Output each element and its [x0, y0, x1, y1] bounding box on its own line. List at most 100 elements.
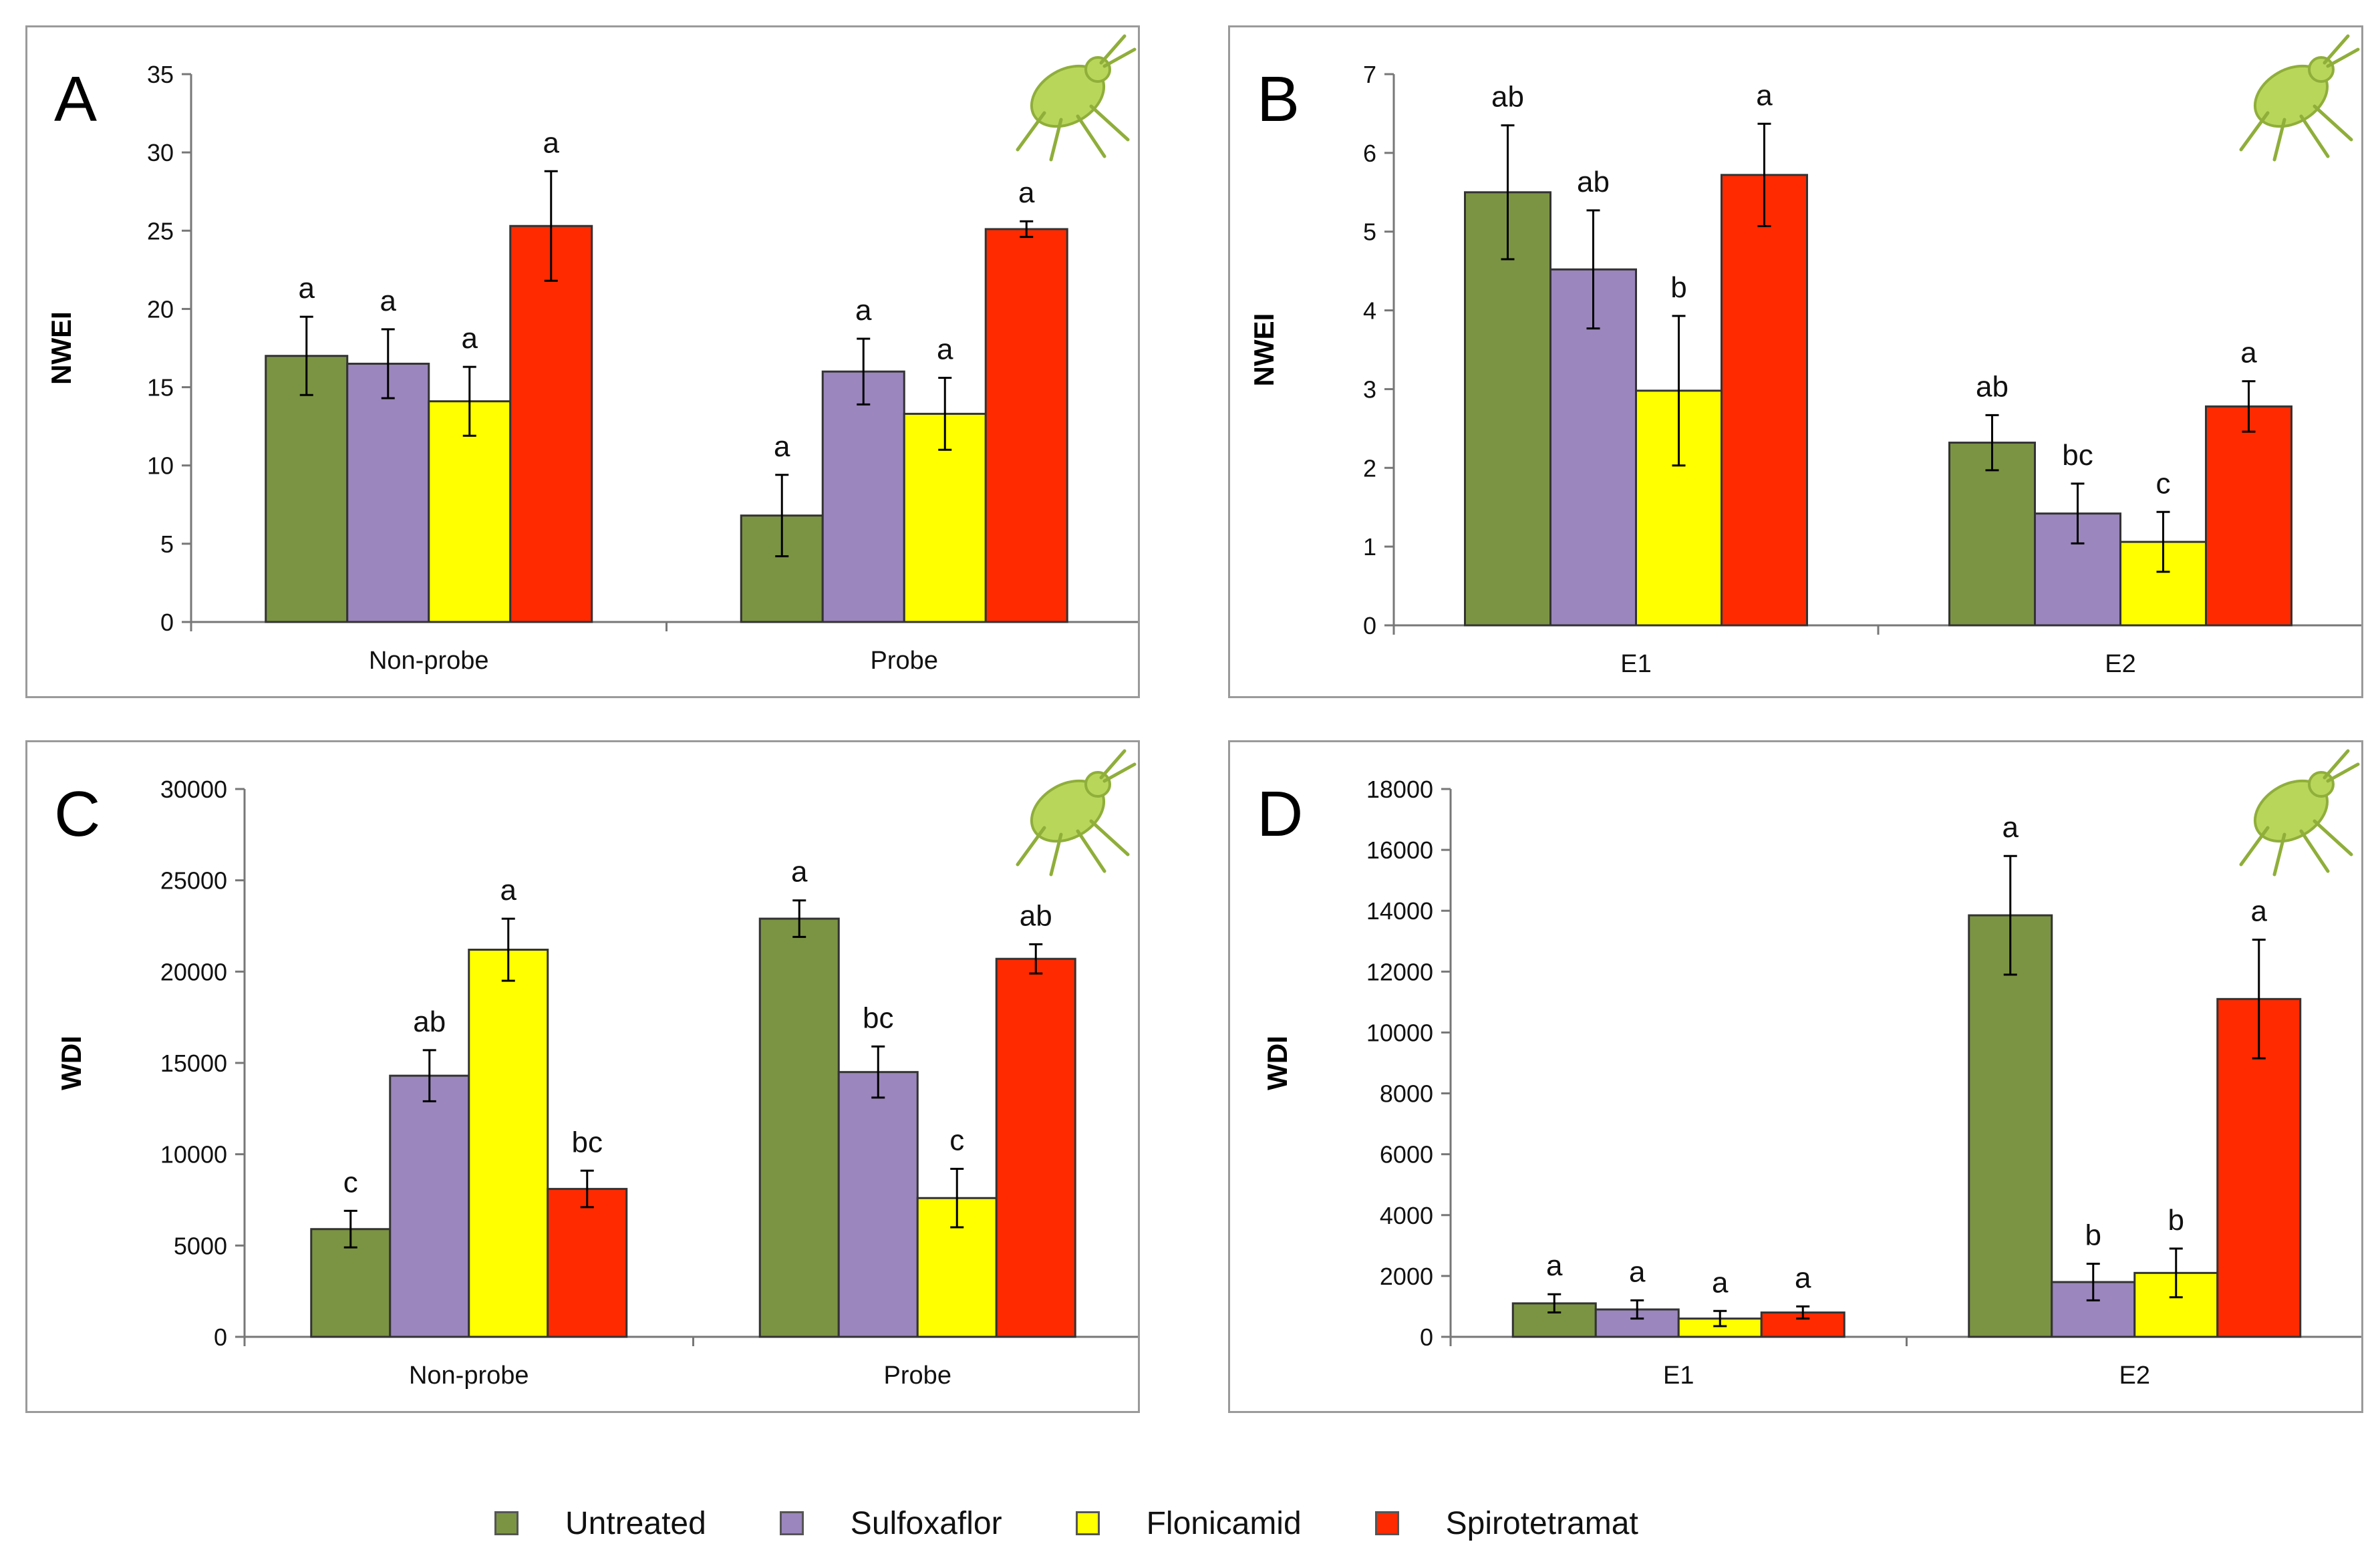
- chart-c: C WDI 0 5000 10000 15000 20000 25000 30000 Non-pr…: [54, 749, 1138, 1390]
- bar-spirotetramat: [547, 1188, 628, 1338]
- y-tick-label: 2: [1363, 454, 1376, 482]
- chart-d: D WDI 0 2000 4000 6000 8000 10000 12000 14000 1600…: [1257, 749, 2361, 1390]
- y-tick-label: 5000: [174, 1232, 227, 1259]
- y-tick-label: 10000: [1366, 1019, 1433, 1046]
- panel-label: A: [54, 63, 97, 135]
- significance-letter: a: [380, 285, 397, 317]
- y-tick-label: 25000: [160, 867, 227, 895]
- y-tick-label: 15: [147, 374, 174, 402]
- bar-spirotetramat: [984, 228, 1068, 623]
- bar-untreated: [758, 917, 840, 1338]
- panel-label: B: [1257, 63, 1300, 135]
- panel-d: D WDI 0 2000 4000 6000 8000 10000 12000 14000 1600…: [1228, 740, 2363, 1413]
- y-tick-label: 5: [1363, 218, 1376, 246]
- significance-letter: a: [462, 322, 478, 355]
- legend-swatch-spirotetramat: [1374, 1511, 1399, 1535]
- significance-letter: b: [2168, 1204, 2184, 1237]
- bar-sulfoxaflor: [346, 362, 430, 623]
- significance-letter: bc: [2062, 439, 2093, 472]
- significance-letter: bc: [863, 1001, 893, 1034]
- y-tick-label: 20: [147, 295, 174, 323]
- y-tick-label: 0: [160, 609, 174, 636]
- legend-label-untreated: Untreated: [565, 1505, 706, 1541]
- y-tick-label: 10000: [160, 1141, 227, 1168]
- legend-swatch-untreated: [494, 1511, 518, 1535]
- y-tick-label: 14000: [1366, 897, 1433, 925]
- y-tick-label: 0: [1420, 1323, 1433, 1351]
- significance-letter: c: [343, 1166, 358, 1199]
- panel-label: D: [1257, 778, 1303, 850]
- y-tick-label: 15000: [160, 1050, 227, 1077]
- bar-spirotetramat: [2205, 405, 2292, 627]
- significance-letter: a: [1629, 1255, 1646, 1288]
- y-axis-label: WDI: [55, 1036, 87, 1090]
- significance-letter: a: [1795, 1261, 1811, 1294]
- bar-untreated: [265, 355, 349, 623]
- significance-letter: a: [2251, 895, 2268, 928]
- legend-item-flonicamid: Flonicamid: [1075, 1505, 1302, 1542]
- bar-sulfoxaflor: [837, 1071, 919, 1338]
- category-label: E1: [1663, 1362, 1694, 1390]
- significance-letter: a: [937, 333, 953, 366]
- legend-item-sulfoxaflor: Sulfoxaflor: [779, 1505, 1002, 1542]
- bar-untreated: [1948, 442, 2036, 627]
- legend: Untreated Sulfoxaflor Flonicamid Spirote…: [494, 1497, 1898, 1550]
- y-tick-label: 0: [1363, 612, 1376, 639]
- legend-item-spirotetramat: Spirotetramat: [1374, 1505, 1638, 1542]
- y-tick-label: 12000: [1366, 958, 1433, 985]
- significance-letter: ab: [1976, 370, 2009, 403]
- significance-letter: a: [2240, 337, 2257, 369]
- significance-letter: a: [855, 294, 872, 327]
- significance-letter: ab: [413, 1005, 446, 1038]
- significance-letter: a: [1712, 1266, 1729, 1299]
- significance-letter: a: [1018, 176, 1035, 209]
- significance-letter: a: [774, 430, 790, 463]
- legend-item-untreated: Untreated: [494, 1505, 706, 1542]
- bar-spirotetramat: [995, 957, 1076, 1338]
- y-tick-label: 3: [1363, 375, 1376, 403]
- category-label: Non-probe: [409, 1362, 529, 1390]
- y-tick-label: 4000: [1380, 1202, 1433, 1229]
- significance-letter: a: [500, 874, 517, 907]
- legend-label-sulfoxaflor: Sulfoxaflor: [850, 1505, 1002, 1541]
- legend-swatch-sulfoxaflor: [779, 1511, 804, 1535]
- legend-label-spirotetramat: Spirotetramat: [1445, 1505, 1638, 1541]
- bar-spirotetramat: [1721, 174, 1808, 627]
- bar-sulfoxaflor: [389, 1074, 470, 1338]
- significance-letter: a: [299, 272, 315, 305]
- significance-letter: a: [2002, 811, 2019, 844]
- panel-b: B NWEI 0 1 2 3 4 5 6 7 E1 ab ab b a E2 ab bc c a: [1228, 25, 2363, 698]
- bar-untreated: [1968, 914, 2053, 1338]
- y-tick-label: 6000: [1380, 1141, 1433, 1168]
- significance-letter: bc: [572, 1126, 603, 1158]
- significance-letter: b: [2085, 1219, 2101, 1252]
- y-tick-label: 20000: [160, 958, 227, 985]
- y-tick-label: 4: [1363, 297, 1376, 325]
- bar-flonicamid: [468, 949, 549, 1338]
- y-tick-label: 25: [147, 217, 174, 245]
- significance-letter: a: [791, 856, 808, 889]
- panel-label: C: [54, 778, 100, 850]
- y-axis-label: NWEI: [45, 311, 77, 385]
- y-axis-label: WDI: [1261, 1036, 1293, 1090]
- category-label: Non-probe: [369, 647, 489, 675]
- category-label: Probe: [871, 647, 938, 675]
- significance-letter: a: [543, 126, 560, 159]
- significance-letter: b: [1670, 271, 1686, 304]
- significance-letter: ab: [1577, 166, 1610, 198]
- bar-spirotetramat: [509, 224, 593, 623]
- bar-sulfoxaflor: [821, 370, 905, 623]
- category-label: E1: [1620, 650, 1651, 678]
- y-axis-label: NWEI: [1248, 313, 1280, 387]
- significance-letter: ab: [1020, 899, 1052, 932]
- significance-letter: c: [949, 1124, 964, 1157]
- y-tick-label: 10: [147, 452, 174, 480]
- y-tick-label: 5: [160, 530, 174, 558]
- significance-letter: a: [1546, 1249, 1563, 1282]
- y-tick-label: 6: [1363, 140, 1376, 167]
- y-tick-label: 30: [147, 139, 174, 166]
- legend-swatch-flonicamid: [1075, 1511, 1100, 1535]
- panel-a: A NWEI 0 5 10 15 20 25 30 35 Non-probe a a a a Probe a a a…: [25, 25, 1140, 698]
- bar-untreated: [1464, 191, 1551, 627]
- aphid-icon: [1016, 34, 1137, 162]
